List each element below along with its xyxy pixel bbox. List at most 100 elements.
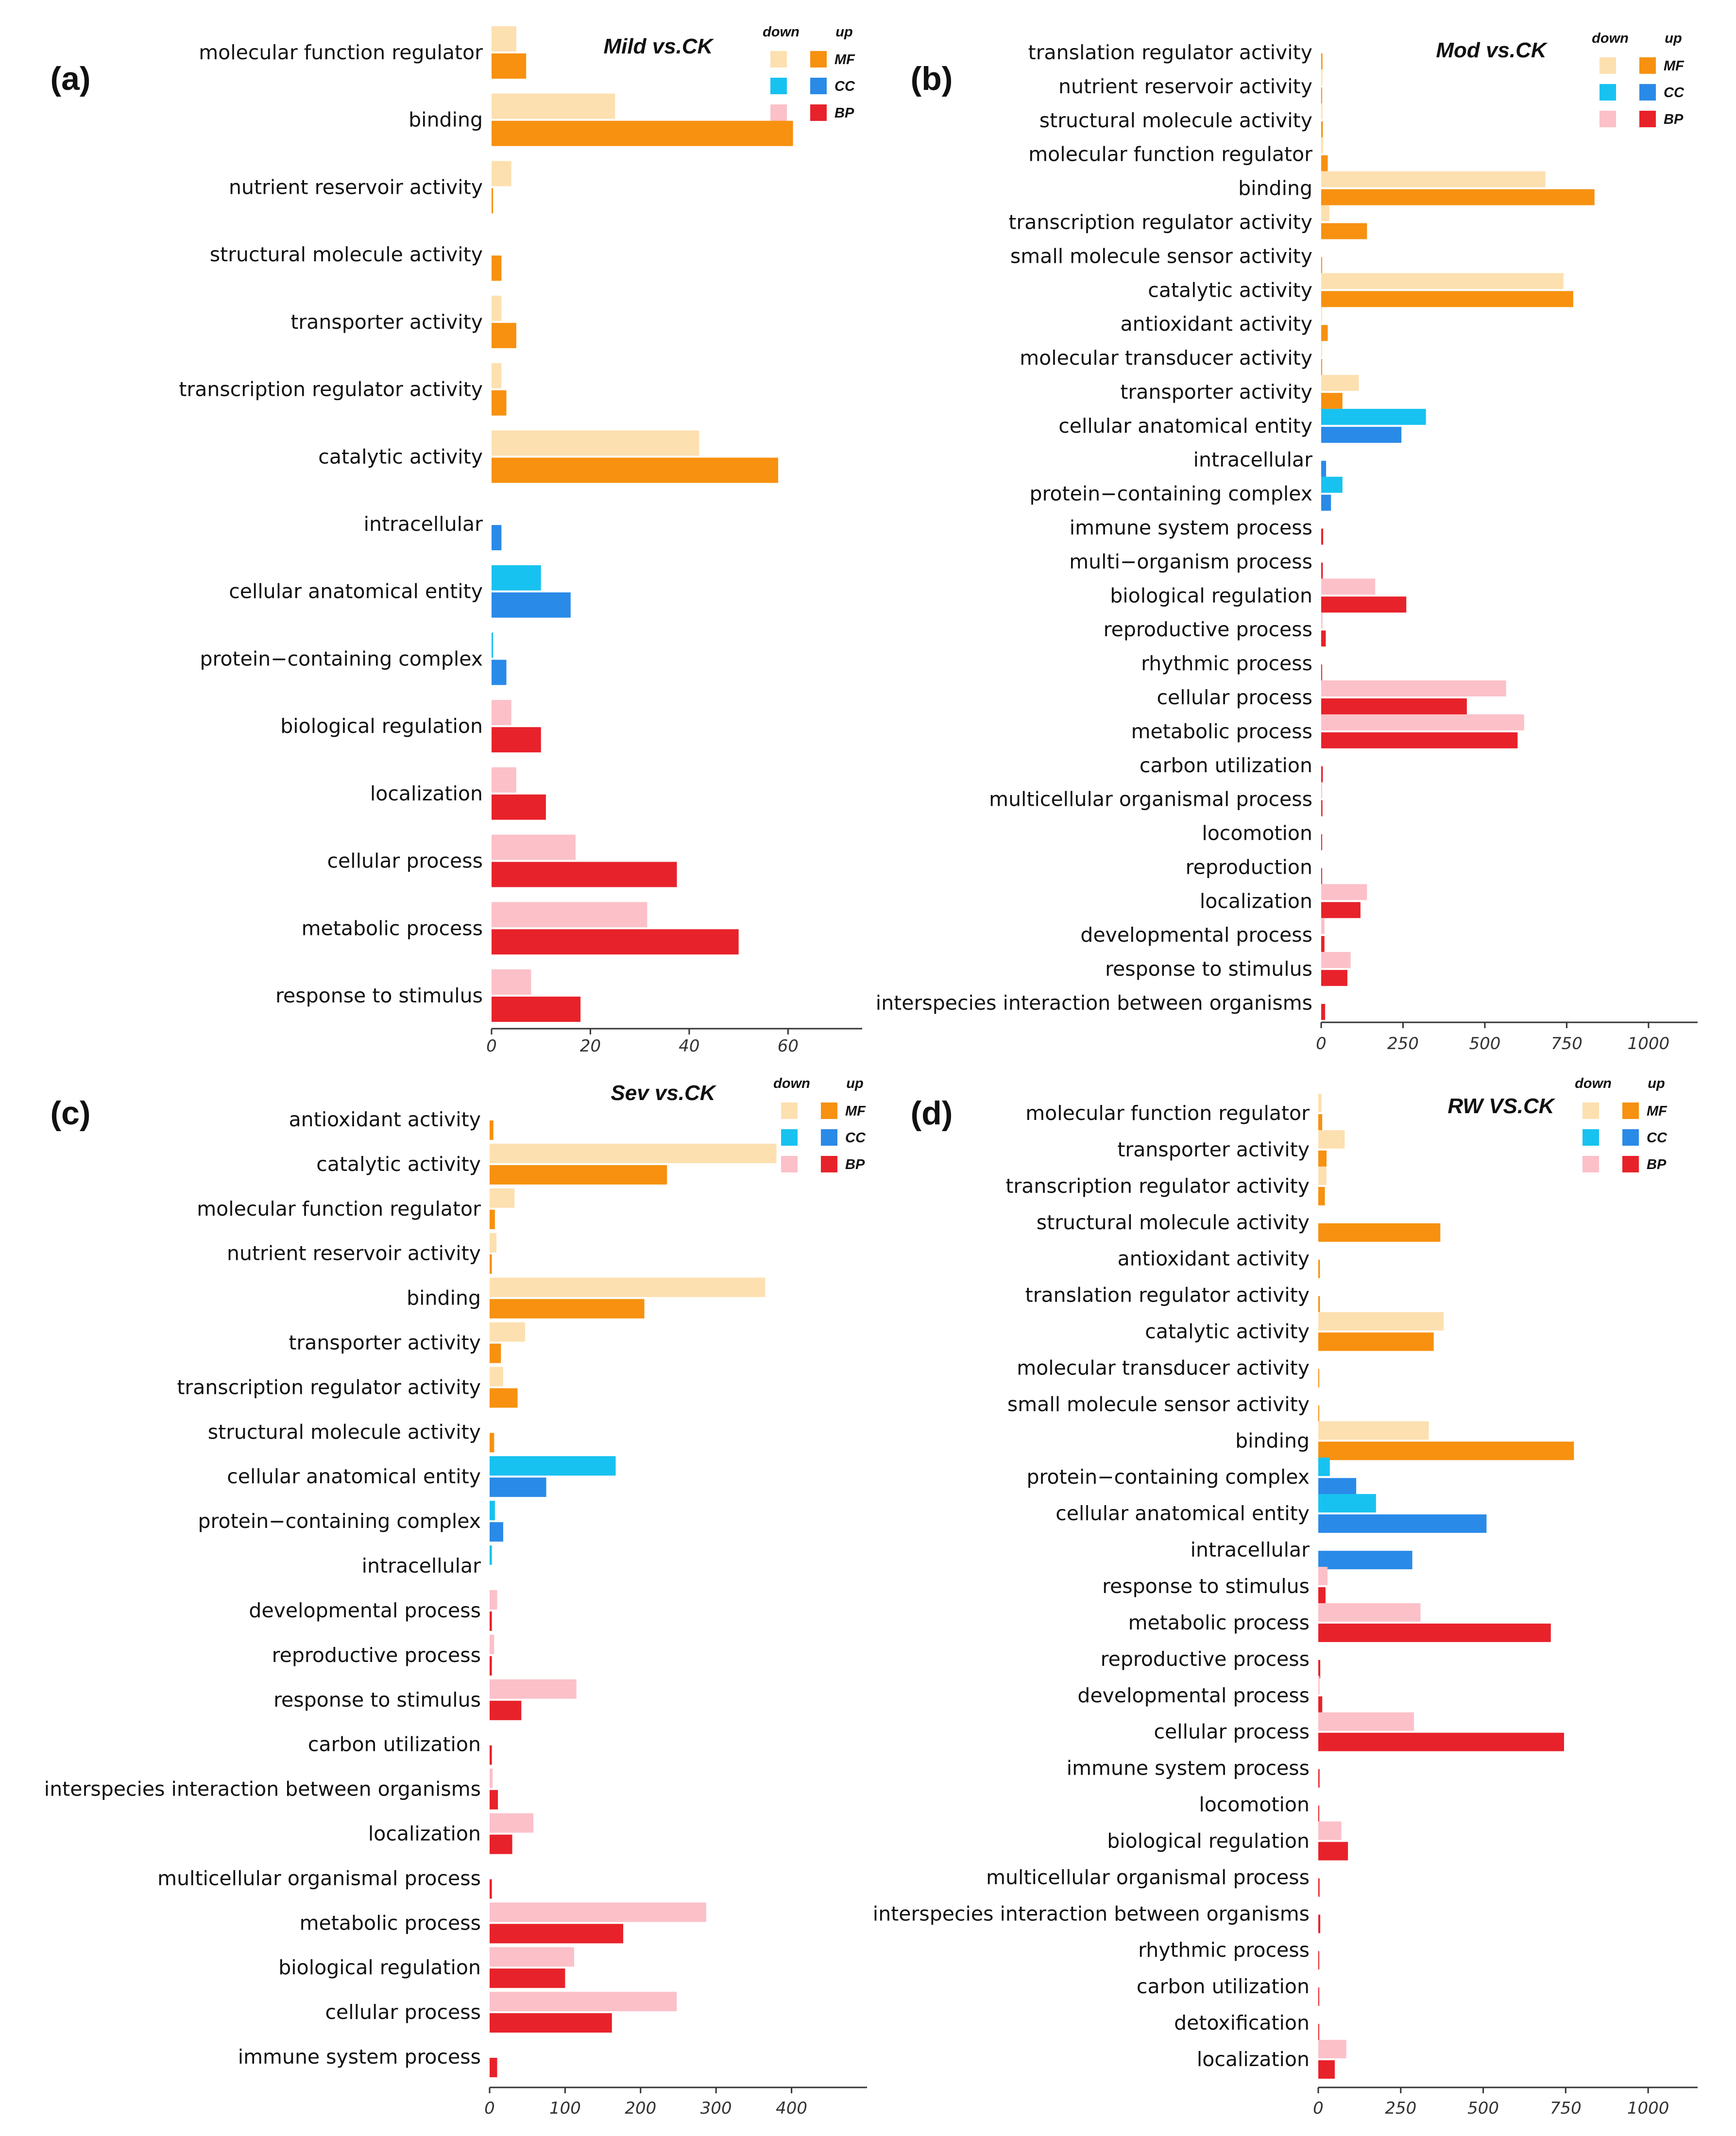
legend-label: CC <box>834 79 855 94</box>
category-label: nutrient reservoir activity <box>227 1242 481 1265</box>
bar-up <box>490 1968 565 1988</box>
category-label: protein−containing complex <box>1027 1465 1310 1489</box>
legend-swatch-down <box>781 1102 798 1119</box>
bar-down <box>1321 374 1359 391</box>
chart-title: Sev vs.CK <box>611 1081 716 1105</box>
bar-up <box>492 120 793 146</box>
category-label: multicellular organismal process <box>157 1866 481 1890</box>
bar-up <box>1318 1915 1321 1933</box>
panel-label: (b) <box>911 60 953 97</box>
bar-up <box>1321 902 1361 918</box>
bar-up <box>1321 732 1518 748</box>
category-label: metabolic process <box>1131 720 1312 743</box>
panel-label: (a) <box>50 60 90 97</box>
bar-up <box>1321 460 1327 477</box>
category-label: carbon utilization <box>308 1733 481 1756</box>
x-axis-tick-label: 750 <box>1551 1034 1583 1053</box>
legend-swatch-up <box>1622 1156 1639 1172</box>
category-label: response to stimulus <box>273 1688 481 1712</box>
legend: down up MF CC BP <box>773 1076 866 1172</box>
legend-label: CC <box>1647 1130 1668 1146</box>
category-label: binding <box>408 108 483 132</box>
x-axis-tick-label: 200 <box>625 2099 656 2118</box>
bar-up <box>1318 1623 1551 1642</box>
bar-up <box>1321 155 1328 171</box>
category-label: response to stimulus <box>1102 1575 1310 1598</box>
category-label: response to stimulus <box>1105 957 1312 981</box>
category-label: reproductive process <box>1104 618 1312 641</box>
bar-up <box>1321 630 1326 647</box>
legend-swatch-down <box>770 104 787 121</box>
category-label: localization <box>370 782 483 805</box>
bar-up <box>490 1254 492 1274</box>
legend-swatch-down <box>1583 1129 1599 1146</box>
bar-down <box>1318 1312 1444 1331</box>
legend-down-header: down <box>1575 1076 1612 1091</box>
bar-down <box>490 1679 577 1699</box>
category-label: structural molecule activity <box>1037 1211 1310 1234</box>
category-label: molecular transducer activity <box>1017 1356 1310 1379</box>
category-label: multi−organism process <box>1069 550 1312 573</box>
legend-label: MF <box>845 1103 866 1119</box>
panel-label: (d) <box>911 1095 953 1132</box>
bar-up <box>1321 936 1325 952</box>
category-label: nutrient reservoir activity <box>229 175 483 199</box>
x-axis-tick-label: 0 <box>484 2099 495 2118</box>
bar-up <box>1321 392 1343 409</box>
bar-up <box>490 1120 494 1140</box>
bar-up <box>490 1433 494 1453</box>
category-label: transporter activity <box>290 310 483 334</box>
x-axis-tick-label: 250 <box>1385 2099 1416 2118</box>
chart-title: Mild vs.CK <box>604 34 715 58</box>
bar-down <box>492 295 502 321</box>
category-label: reproduction <box>1186 855 1312 879</box>
category-label: small molecule sensor activity <box>1007 1392 1310 1416</box>
bar-down <box>490 1188 515 1208</box>
category-label: metabolic process <box>300 1911 481 1934</box>
chart-panel: (d) RW VS.CK down up MF CC BP 0 250 500 750 1000 mol… <box>873 1076 1698 2118</box>
bar-up <box>1321 1004 1326 1020</box>
bar-down <box>1321 578 1376 595</box>
category-label: translation regulator activity <box>1025 1284 1310 1307</box>
bar-up <box>1318 1296 1320 1315</box>
bar-down <box>490 1322 526 1342</box>
bar-up <box>1318 1987 1320 2006</box>
legend-label: MF <box>834 52 855 68</box>
bar-down <box>492 834 576 860</box>
category-label: immune system process <box>1070 516 1312 540</box>
legend-label: BP <box>1664 112 1684 127</box>
bar-up <box>492 188 494 214</box>
bar-up <box>1318 1223 1441 1242</box>
x-axis-tick-label: 20 <box>580 1036 601 1056</box>
category-label: catalytic activity <box>1148 278 1312 302</box>
bar-down <box>1318 1130 1345 1149</box>
bar-down <box>1318 1166 1327 1185</box>
legend-up-header: up <box>1665 31 1682 46</box>
category-label: transporter activity <box>289 1331 481 1355</box>
category-label: antioxidant activity <box>1121 312 1312 336</box>
bar-up <box>1321 257 1322 273</box>
bar-up <box>1321 868 1323 884</box>
bar-down <box>1321 137 1324 153</box>
category-label: transcription regulator activity <box>177 1375 481 1399</box>
bar-down <box>490 1813 534 1833</box>
bar-down <box>1318 1567 1328 1585</box>
bar-up <box>1318 2060 1335 2079</box>
bar-up <box>490 1745 492 1765</box>
legend-swatch-down <box>1600 57 1616 74</box>
bar-down <box>1318 1712 1414 1731</box>
category-label: carbon utilization <box>1140 754 1312 777</box>
bar-up <box>1321 426 1402 443</box>
bar-up <box>1321 766 1323 782</box>
category-label: localization <box>368 1822 481 1845</box>
legend-label: MF <box>1664 58 1685 74</box>
bar-down <box>492 565 541 591</box>
category-label: molecular transducer activity <box>1020 346 1312 370</box>
category-label: molecular function regulator <box>1028 143 1312 166</box>
bar-down <box>1321 680 1506 696</box>
category-label: structural molecule activity <box>1039 109 1312 132</box>
bar-down <box>490 1501 495 1521</box>
bar-up <box>1318 1660 1321 1678</box>
bar-up <box>1321 596 1407 613</box>
bar-down <box>490 1367 503 1387</box>
